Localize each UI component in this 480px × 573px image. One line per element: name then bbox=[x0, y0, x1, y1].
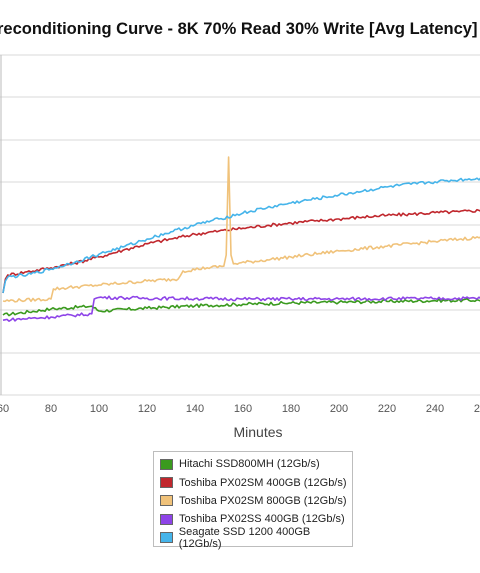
x-tick-label: 240 bbox=[426, 403, 444, 415]
legend-label: Toshiba PX02SS 400GB (12Gb/s) bbox=[179, 513, 345, 526]
x-tick-label: 220 bbox=[378, 403, 396, 415]
legend-label: Toshiba PX02SM 800GB (12Gb/s) bbox=[179, 494, 347, 507]
x-tick-label: 200 bbox=[330, 403, 348, 415]
x-tick-label: 180 bbox=[282, 403, 300, 415]
legend-label: Seagate SSD 1200 400GB (12Gb/s) bbox=[178, 525, 311, 550]
legend-item-4[interactable]: Toshiba PX02SS 400GB (12Gb/s) bbox=[154, 510, 352, 528]
series-line-1 bbox=[2, 297, 480, 317]
x-tick-label: 160 bbox=[234, 403, 252, 415]
legend-item-3[interactable]: Toshiba PX02SM 800GB (12Gb/s) bbox=[154, 492, 352, 510]
x-tick-label: 260 bbox=[474, 403, 480, 415]
legend-item-2[interactable]: Toshiba PX02SM 400GB (12Gb/s) bbox=[154, 473, 352, 491]
series-line-3 bbox=[2, 156, 480, 303]
x-axis-label: Minutes bbox=[233, 424, 282, 440]
legend-label: Hitachi SSD800MH (12Gb/s) bbox=[179, 458, 320, 471]
series-line-2 bbox=[2, 208, 480, 294]
x-tick-label: 140 bbox=[186, 403, 204, 415]
legend-item-5[interactable]: Seagate SSD 1200 400GB (12Gb/s) bbox=[154, 525, 352, 550]
legend-item-1[interactable]: Hitachi SSD800MH (12Gb/s) bbox=[154, 455, 352, 473]
legend-swatch bbox=[160, 458, 173, 470]
legend-swatch bbox=[160, 513, 173, 525]
chart-title: Preconditioning Curve - 8K 70% Read 30% … bbox=[0, 20, 478, 38]
legend-swatch bbox=[160, 477, 173, 489]
legend-swatch bbox=[160, 495, 173, 507]
x-tick-label: 60 bbox=[0, 403, 9, 415]
series-line-5 bbox=[2, 177, 480, 294]
legend-swatch bbox=[160, 532, 173, 544]
legend-label: Toshiba PX02SM 400GB (12Gb/s) bbox=[179, 476, 347, 489]
chart-legend: Hitachi SSD800MH (12Gb/s) Toshiba PX02SM … bbox=[153, 451, 353, 550]
series-line-4 bbox=[2, 295, 480, 323]
x-tick-label: 120 bbox=[138, 403, 156, 415]
x-tick-label: 100 bbox=[90, 403, 108, 415]
x-tick-label: 80 bbox=[45, 403, 57, 415]
